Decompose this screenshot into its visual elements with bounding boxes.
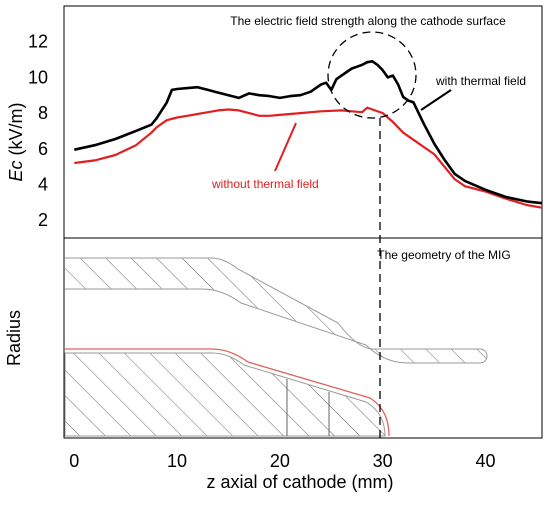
- chart-title: The electric field strength along the ca…: [230, 14, 506, 28]
- x-tick-label: 40: [475, 451, 495, 471]
- y-axis-tick-labels: 2 4 6 8 10 12: [28, 32, 48, 230]
- without-thermal-pointer: [274, 122, 297, 172]
- y-tick-label: 8: [38, 103, 48, 123]
- series-lines: [74, 60, 543, 209]
- x-axis-title: z axial of cathode (mm): [206, 472, 393, 492]
- geometry-title: The geometry of the MIG: [377, 248, 510, 262]
- cathode-surface-line: [65, 348, 390, 437]
- series-line-without-thermal-field: [74, 106, 543, 209]
- cathode-body: [64, 352, 386, 437]
- x-tick-label: 30: [373, 451, 393, 471]
- x-tick-label: 10: [167, 451, 187, 471]
- bottom-plot-frame: [63, 237, 543, 439]
- y-axis-title-unit: (kV/m): [6, 102, 26, 160]
- y-tick-label: 4: [38, 174, 48, 194]
- y-tick-label: 2: [38, 210, 48, 230]
- top-plot-frame: [63, 5, 543, 239]
- zoom-circle: [327, 31, 417, 119]
- y-tick-label: 10: [28, 67, 48, 87]
- radius-label: Radius: [4, 310, 24, 366]
- x-tick-label: 0: [69, 451, 79, 471]
- x-tick-label: 20: [270, 451, 290, 471]
- series-line-with-thermal-field: [74, 60, 543, 205]
- y-axis-title: Ec (kV/m): [6, 102, 26, 181]
- y-axis-title-variable: Ec: [6, 160, 26, 181]
- with-thermal-pointer: [420, 89, 452, 111]
- y-tick-label: 6: [38, 139, 48, 159]
- without-thermal-label: without thermal field: [211, 177, 319, 191]
- anode-outline: [65, 257, 488, 364]
- x-axis-tick-labels: 0 10 20 30 40: [69, 451, 495, 471]
- y-tick-label: 12: [28, 32, 48, 52]
- with-thermal-label: with thermal field: [435, 74, 526, 88]
